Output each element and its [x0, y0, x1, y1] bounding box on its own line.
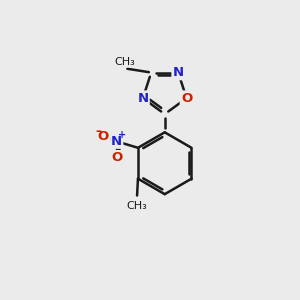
Text: O: O: [181, 92, 192, 105]
Text: O: O: [181, 92, 192, 105]
Text: N: N: [137, 92, 148, 105]
Text: CH₃: CH₃: [126, 201, 147, 211]
Text: –: –: [95, 125, 101, 138]
Text: O: O: [98, 130, 109, 143]
Text: +: +: [118, 130, 126, 140]
Text: N: N: [173, 66, 184, 79]
Text: N: N: [173, 66, 184, 79]
Text: O: O: [112, 151, 123, 164]
Text: N: N: [111, 135, 122, 148]
Text: N: N: [137, 92, 148, 105]
Text: CH₃: CH₃: [115, 57, 135, 67]
